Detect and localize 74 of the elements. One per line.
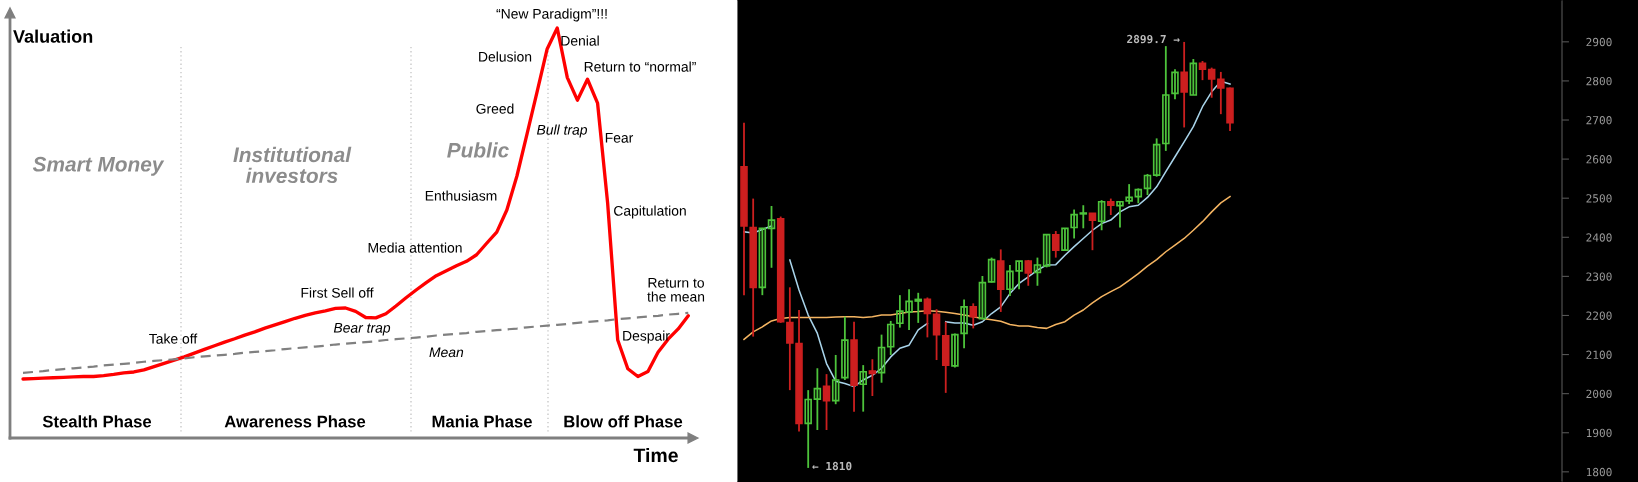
annotation: Return to “normal” (584, 61, 696, 72)
candlestick (969, 302, 978, 330)
candlestick (767, 205, 776, 269)
annotation: Return to the mean (647, 278, 705, 302)
y-tick-label: 2100 (1586, 350, 1612, 359)
candlestick (1097, 199, 1106, 232)
annotation: Bear trap (333, 323, 391, 336)
candlestick (804, 389, 812, 469)
candlestick (831, 354, 840, 406)
candlestick (1052, 230, 1060, 259)
x-axis-title: Time (633, 447, 678, 463)
annotation: Bull trap (536, 124, 588, 138)
annotation: First Sell off (301, 287, 374, 298)
y-tick-label: 2300 (1586, 272, 1612, 281)
candlestick (1143, 173, 1152, 196)
candlestick (951, 332, 959, 369)
y-tick-label: 2500 (1586, 194, 1612, 203)
candlestick (868, 358, 877, 397)
annotation: 2899.7 → (1127, 34, 1180, 44)
annotation: Capitulation (614, 205, 686, 219)
annotation: Denial (561, 35, 599, 46)
candlestick (987, 256, 996, 284)
line-series (743, 195, 1231, 341)
annotation: Enthusiasm (425, 190, 497, 201)
y-tick-label: 2700 (1586, 116, 1612, 125)
candlestick (1171, 68, 1179, 101)
candlestick (932, 308, 941, 361)
candlestick (813, 367, 822, 431)
candlestick (758, 226, 767, 297)
annotation: Fear (605, 133, 634, 143)
series-label: Mean (429, 347, 464, 358)
text: “New Paradigm”!!! (496, 8, 607, 22)
annotation: Stealth Phase (42, 415, 152, 428)
candlestick (923, 296, 932, 339)
annotation: Despair (623, 330, 670, 344)
y-tick-label: 2600 (1586, 155, 1612, 164)
candlestick (1189, 58, 1198, 96)
annotation: Media attention (368, 242, 462, 253)
candlestick (877, 333, 886, 384)
candlestick (1088, 212, 1097, 252)
y-tick-label: 2000 (1586, 389, 1612, 399)
candlestick (1207, 66, 1216, 99)
y-tick-label: 1800 (1586, 467, 1612, 477)
annotation: Mania Phase (432, 415, 532, 428)
candlestick (960, 298, 968, 350)
annotation: Blow off Phase (564, 415, 683, 428)
candlestick (822, 373, 831, 431)
y-tick-label: 2200 (1586, 311, 1612, 320)
candlestick (1180, 41, 1188, 129)
y-tick-label: 2400 (1586, 233, 1612, 242)
annotation: Greed (476, 103, 514, 114)
annotation: Take off (149, 333, 198, 344)
y-tick-label: 1900 (1586, 428, 1612, 438)
candlestick (1033, 256, 1042, 287)
y-axis-title: Valuation (13, 29, 93, 43)
candlestick (886, 320, 895, 356)
annotation: Delusion (479, 51, 532, 62)
annotation: Public (447, 142, 509, 158)
annotation: Awareness Phase (224, 415, 366, 428)
candlestick (1152, 137, 1161, 178)
candlestick (841, 315, 849, 381)
candlestick (1042, 233, 1051, 269)
y-tick-label: 2800 (1586, 76, 1612, 86)
candlestick (1198, 60, 1207, 82)
candlestick (978, 275, 987, 320)
candlestick (1134, 187, 1143, 205)
annotation: Institutional investors (233, 146, 352, 184)
candlestick (859, 364, 867, 413)
candlestick (1024, 259, 1033, 287)
candlestick (1079, 204, 1088, 230)
y-tick-label: 2900 (1586, 37, 1612, 47)
annotation: Smart Money (32, 156, 165, 176)
candlestick (1162, 45, 1170, 152)
annotation: ← 1810 (812, 461, 852, 471)
